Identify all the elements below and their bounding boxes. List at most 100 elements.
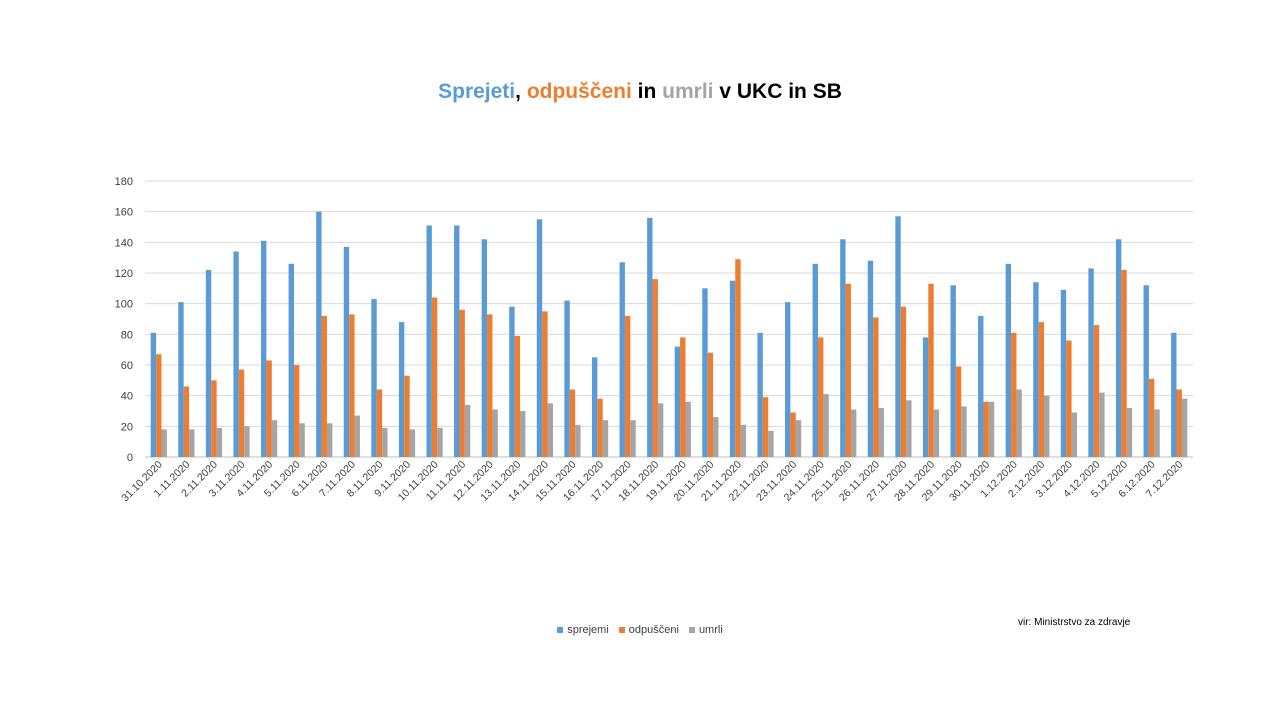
bar-sprejemi: [812, 263, 818, 457]
bar-odpusceni: [349, 314, 355, 457]
bar-umrli: [216, 427, 223, 457]
bar-umrli: [657, 403, 664, 457]
bar-umrli: [988, 401, 995, 457]
bar-sprejemi: [1143, 285, 1149, 457]
bar-odpusceni: [514, 335, 521, 457]
bar-sprejemi: [647, 217, 653, 457]
legend-label-umrli: umrli: [698, 624, 723, 636]
bar-sprejemi: [1171, 332, 1177, 457]
bar-odpusceni: [817, 337, 824, 457]
bar-odpusceni: [431, 297, 438, 457]
title-umrli: umrli: [662, 80, 714, 103]
bar-odpusceni: [1066, 340, 1072, 457]
bar-umrli: [740, 424, 747, 457]
bar-odpusceni: [1176, 389, 1182, 457]
bar-odpusceni: [487, 314, 493, 457]
bar-umrli: [1181, 398, 1188, 457]
bar-odpusceni: [238, 369, 245, 457]
bar-umrli: [878, 407, 884, 457]
bar-odpusceni: [404, 375, 410, 457]
bar-umrli: [271, 420, 278, 457]
bar-odpusceni: [1093, 325, 1100, 457]
bar-umrli: [1126, 407, 1133, 457]
bar-sprejemi: [1005, 263, 1012, 457]
title-separator-1: ,: [515, 80, 527, 103]
bar-umrli: [795, 420, 802, 457]
source-note: vir: Ministrstvo za zdravje: [1018, 617, 1131, 628]
bar-umrli: [850, 409, 857, 457]
bar-umrli: [189, 429, 195, 457]
bar-sprejemi: [536, 219, 543, 457]
bar-sprejemi: [978, 315, 984, 457]
legend-label-odpusceni: odpuščeni: [628, 624, 679, 636]
bar-odpusceni: [211, 380, 217, 457]
bar-sprejemi: [729, 280, 736, 457]
bar-sprejemi: [950, 285, 956, 457]
bar-umrli: [961, 406, 967, 457]
legend-label-sprejemi: sprejemi: [567, 624, 609, 636]
bar-sprejemi: [922, 337, 929, 457]
bar-sprejemi: [288, 263, 294, 457]
bar-umrli: [1071, 412, 1077, 457]
bar-sprejemi: [150, 332, 157, 457]
bar-umrli: [713, 417, 719, 457]
y-tick-label: 60: [121, 360, 133, 372]
bar-sprejemi: [343, 246, 350, 457]
title-odpusceni: odpuščeni: [526, 80, 632, 103]
bar-sprejemi: [1088, 268, 1094, 457]
y-tick-label: 80: [121, 329, 133, 341]
bar-sprejemi: [785, 302, 791, 457]
bar-umrli: [244, 426, 250, 457]
bar-odpusceni: [542, 311, 548, 457]
bar-odpusceni: [928, 283, 934, 457]
legend-swatch-sprejemi: [557, 627, 564, 633]
bar-sprejemi: [1115, 239, 1122, 457]
bar-sprejemi: [371, 299, 377, 457]
bar-odpusceni: [156, 354, 162, 457]
bar-odpusceni: [652, 279, 658, 457]
bar-odpusceni: [569, 389, 576, 457]
bar-umrli: [630, 420, 636, 457]
bar-sprejemi: [867, 260, 874, 457]
bar-umrli: [1099, 392, 1105, 457]
legend-item-umrli: umrli: [688, 624, 723, 636]
bar-odpusceni: [983, 401, 989, 457]
bar-umrli: [1016, 389, 1022, 457]
bar-umrli: [326, 423, 333, 457]
bar-odpusceni: [762, 397, 769, 457]
bar-odpusceni: [735, 259, 741, 457]
y-tick-label: 180: [115, 176, 133, 188]
bar-umrli: [1044, 395, 1050, 457]
bar-odpusceni: [845, 283, 851, 457]
bar-umrli: [768, 430, 774, 457]
bar-sprejemi: [840, 239, 846, 457]
bar-umrli: [354, 415, 360, 457]
bar-odpusceni: [680, 337, 686, 457]
bar-umrli: [382, 427, 388, 457]
bar-sprejemi: [205, 269, 212, 457]
bar-odpusceni: [183, 386, 190, 457]
bar-umrli: [464, 404, 471, 457]
bar-umrli: [161, 429, 167, 457]
bar-odpusceni: [321, 315, 327, 457]
y-tick-label: 140: [115, 237, 133, 249]
bar-sprejemi: [178, 302, 184, 457]
bar-odpusceni: [1038, 322, 1045, 457]
bar-umrli: [547, 403, 553, 457]
bar-umrli: [520, 411, 526, 457]
bar-umrli: [299, 423, 305, 457]
bar-sprejemi: [481, 239, 488, 457]
bar-odpusceni: [873, 317, 879, 457]
bar-sprejemi: [591, 357, 598, 457]
bar-umrli: [492, 409, 498, 457]
bar-sprejemi: [1033, 282, 1039, 457]
bar-odpusceni: [1121, 269, 1127, 457]
bar-odpusceni: [955, 366, 962, 457]
bar-sprejemi: [233, 251, 239, 457]
bar-umrli: [823, 394, 829, 457]
bar-odpusceni: [900, 306, 907, 457]
y-tick-label: 0: [127, 452, 133, 464]
bar-umrli: [1154, 409, 1160, 457]
bar-sprejemi: [674, 346, 681, 457]
